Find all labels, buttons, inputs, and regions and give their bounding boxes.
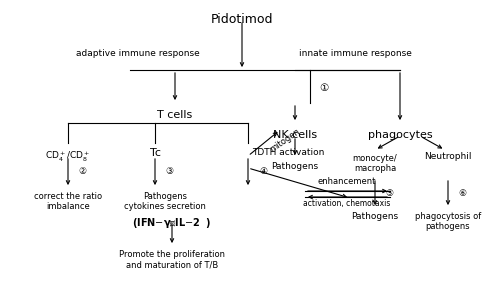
- Text: ⑥: ⑥: [458, 189, 466, 198]
- Text: ②: ②: [78, 167, 86, 176]
- Text: Tc: Tc: [150, 148, 161, 158]
- Text: adaptive immune response: adaptive immune response: [76, 49, 200, 58]
- Text: TDTH activation: TDTH activation: [252, 148, 324, 157]
- Text: ④: ④: [259, 167, 267, 176]
- Text: T cells: T cells: [157, 110, 193, 120]
- Text: Neutrophil: Neutrophil: [424, 152, 472, 161]
- Text: innate immune response: innate immune response: [299, 49, 411, 58]
- Text: Pathogens: Pathogens: [351, 212, 398, 221]
- Text: mitogen: mitogen: [268, 126, 302, 154]
- Text: ①: ①: [319, 83, 329, 93]
- Text: activation, chemotaxis: activation, chemotaxis: [303, 199, 391, 208]
- Text: Pathogens: Pathogens: [272, 162, 318, 171]
- Text: monocyte/
macropha: monocyte/ macropha: [353, 154, 397, 173]
- Text: $\mathbf{( IFN\mathregular{-}\gamma}$、$\mathbf{IL\mathregular{-}2}$  $\mathbf{)}: $\mathbf{( IFN\mathregular{-}\gamma}$、$\…: [133, 216, 212, 230]
- Text: Pidotimod: Pidotimod: [211, 13, 273, 26]
- Text: phagocytes: phagocytes: [368, 130, 432, 140]
- Text: Pathogens
cytokines secretion: Pathogens cytokines secretion: [124, 192, 206, 211]
- Text: correct the ratio
imbalance: correct the ratio imbalance: [34, 192, 102, 211]
- Text: phagocytosis of
pathogens: phagocytosis of pathogens: [415, 212, 481, 232]
- Text: enhancement: enhancement: [318, 177, 376, 186]
- Text: ⑤: ⑤: [385, 189, 393, 198]
- Text: NK cells: NK cells: [273, 130, 317, 140]
- Text: Promote the proliferation
and maturation of T/B: Promote the proliferation and maturation…: [119, 250, 225, 269]
- Text: ③: ③: [165, 167, 173, 176]
- Text: CD$_4^+$/CD$_8^+$: CD$_4^+$/CD$_8^+$: [45, 150, 91, 164]
